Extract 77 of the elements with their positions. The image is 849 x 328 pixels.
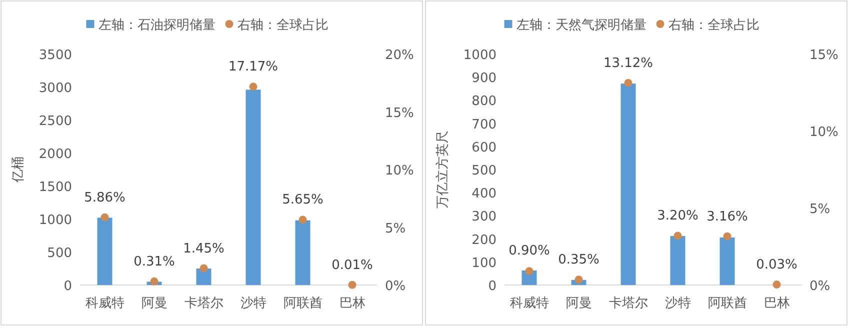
legend-label: 左轴：石油探明储量 bbox=[98, 18, 216, 33]
legend-label: 右轴：全球占比 bbox=[237, 18, 328, 33]
y-tick-label: 2500 bbox=[38, 114, 72, 129]
point bbox=[574, 276, 583, 284]
x-tick-label: 科威特 bbox=[85, 296, 124, 311]
bar bbox=[196, 268, 212, 285]
y-tick-label: 1000 bbox=[38, 213, 72, 228]
y2-tick-label: 10% bbox=[810, 125, 838, 140]
point bbox=[150, 277, 158, 286]
point bbox=[298, 216, 307, 224]
point bbox=[200, 264, 208, 272]
data-label: 0.31% bbox=[134, 254, 175, 270]
data-label: 17.17% bbox=[228, 60, 278, 75]
bar bbox=[295, 220, 310, 285]
y-tick-label: 0 bbox=[488, 279, 496, 294]
y-tick-label: 600 bbox=[472, 140, 496, 156]
y-tick-label: 0 bbox=[64, 279, 72, 294]
x-tick-label: 巴林 bbox=[764, 296, 790, 311]
y2-tick-label: 0% bbox=[385, 279, 406, 294]
data-label: 5.86% bbox=[84, 190, 126, 206]
point bbox=[249, 82, 258, 91]
y-tick-label: 1000 bbox=[463, 48, 496, 63]
data-label: 3.16% bbox=[706, 209, 748, 224]
y2-tick-label: 15% bbox=[810, 48, 838, 63]
y-tick-label: 800 bbox=[472, 94, 496, 110]
point bbox=[723, 232, 732, 240]
x-tick-label: 阿联酋 bbox=[708, 296, 747, 311]
x-tick-label: 阿曼 bbox=[566, 296, 592, 311]
x-tick-label: 卡塔尔 bbox=[184, 296, 224, 311]
point bbox=[624, 78, 632, 87]
point bbox=[674, 232, 682, 240]
point bbox=[348, 280, 356, 289]
data-label: 13.12% bbox=[603, 56, 654, 71]
y-axis-title: 万亿立方英尺 bbox=[434, 130, 450, 208]
y-tick-label: 500 bbox=[47, 246, 72, 261]
y2-tick-label: 15% bbox=[385, 106, 414, 121]
data-label: 0.90% bbox=[508, 243, 550, 258]
y-tick-label: 400 bbox=[472, 186, 496, 202]
x-tick-label: 沙特 bbox=[664, 296, 691, 311]
data-label: 3.20% bbox=[657, 208, 698, 224]
point bbox=[772, 280, 781, 289]
y2-tick-label: 5% bbox=[385, 221, 406, 236]
x-tick-label: 沙特 bbox=[240, 296, 266, 311]
x-tick-label: 卡塔尔 bbox=[608, 296, 648, 311]
point bbox=[525, 267, 534, 276]
legend-label: 右轴：全球占比 bbox=[668, 18, 760, 33]
data-label: 5.65% bbox=[282, 192, 324, 208]
y-tick-label: 300 bbox=[472, 210, 496, 225]
y-tick-label: 500 bbox=[472, 164, 496, 178]
y-tick-label: 3500 bbox=[38, 48, 72, 63]
y2-tick-label: 5% bbox=[810, 202, 830, 217]
y-tick-label: 3000 bbox=[38, 81, 72, 96]
x-tick-label: 科威特 bbox=[510, 296, 549, 311]
data-label: 1.45% bbox=[183, 241, 224, 256]
bar bbox=[670, 236, 686, 285]
y-tick-label: 1500 bbox=[38, 180, 72, 195]
x-tick-label: 阿曼 bbox=[141, 296, 168, 311]
bar bbox=[720, 237, 735, 285]
bar bbox=[97, 218, 112, 285]
y2-tick-label: 10% bbox=[385, 164, 414, 178]
y2-tick-label: 0% bbox=[810, 279, 830, 294]
y-tick-label: 900 bbox=[472, 71, 496, 86]
data-label: 0.35% bbox=[558, 252, 600, 268]
x-tick-label: 阿联酋 bbox=[283, 296, 322, 311]
y-tick-label: 100 bbox=[472, 256, 496, 271]
y-tick-label: 700 bbox=[472, 117, 496, 132]
data-label: 0.01% bbox=[332, 258, 373, 273]
y-tick-label: 2000 bbox=[38, 147, 72, 162]
bar bbox=[620, 84, 636, 285]
legend-label: 左轴：天然气探明储量 bbox=[516, 18, 646, 33]
point bbox=[100, 213, 109, 222]
y2-tick-label: 20% bbox=[385, 48, 414, 63]
y-axis-title: 亿桶 bbox=[11, 156, 26, 184]
bar bbox=[246, 90, 261, 285]
data-label: 0.03% bbox=[756, 258, 798, 273]
x-tick-label: 巴林 bbox=[339, 296, 366, 311]
y-tick-label: 200 bbox=[472, 232, 496, 248]
